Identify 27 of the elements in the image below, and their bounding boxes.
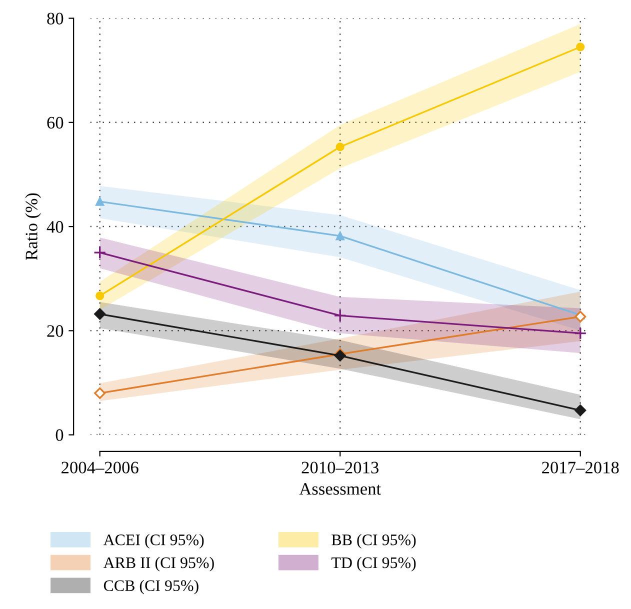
- point: [336, 232, 344, 240]
- point: [96, 291, 104, 300]
- point: [574, 310, 586, 322]
- point: [334, 309, 346, 322]
- y-tick-label: 40: [46, 221, 64, 233]
- x-axis-title: Assessment: [299, 483, 381, 495]
- x-tick-label: 2004–2006: [62, 462, 138, 474]
- y-tick-label: 20: [47, 325, 64, 337]
- point: [574, 404, 586, 416]
- y-tick-label: 0: [56, 429, 64, 442]
- point: [336, 142, 344, 152]
- x-tick-label: 2010–2013: [302, 462, 378, 474]
- point: [96, 197, 104, 206]
- point: [574, 326, 587, 340]
- point: [94, 387, 106, 399]
- point: [93, 246, 106, 259]
- y-tick-label: 60: [47, 116, 64, 129]
- x-tick-label: 2017–2018: [542, 462, 619, 474]
- y-tick-label: 80: [47, 12, 64, 24]
- legend-label: ARB II (CI 95%): [103, 556, 214, 572]
- legend-label: TD (CI 95%): [331, 556, 416, 572]
- legend-label: BB (CI 95%): [332, 534, 416, 549]
- legend-label: CCB (CI 95%): [104, 580, 198, 594]
- point: [576, 42, 585, 52]
- y-axis-title: Ratio (%): [25, 193, 41, 260]
- legend-label: ACEI (CI 95%): [103, 534, 204, 549]
- point: [94, 308, 106, 320]
